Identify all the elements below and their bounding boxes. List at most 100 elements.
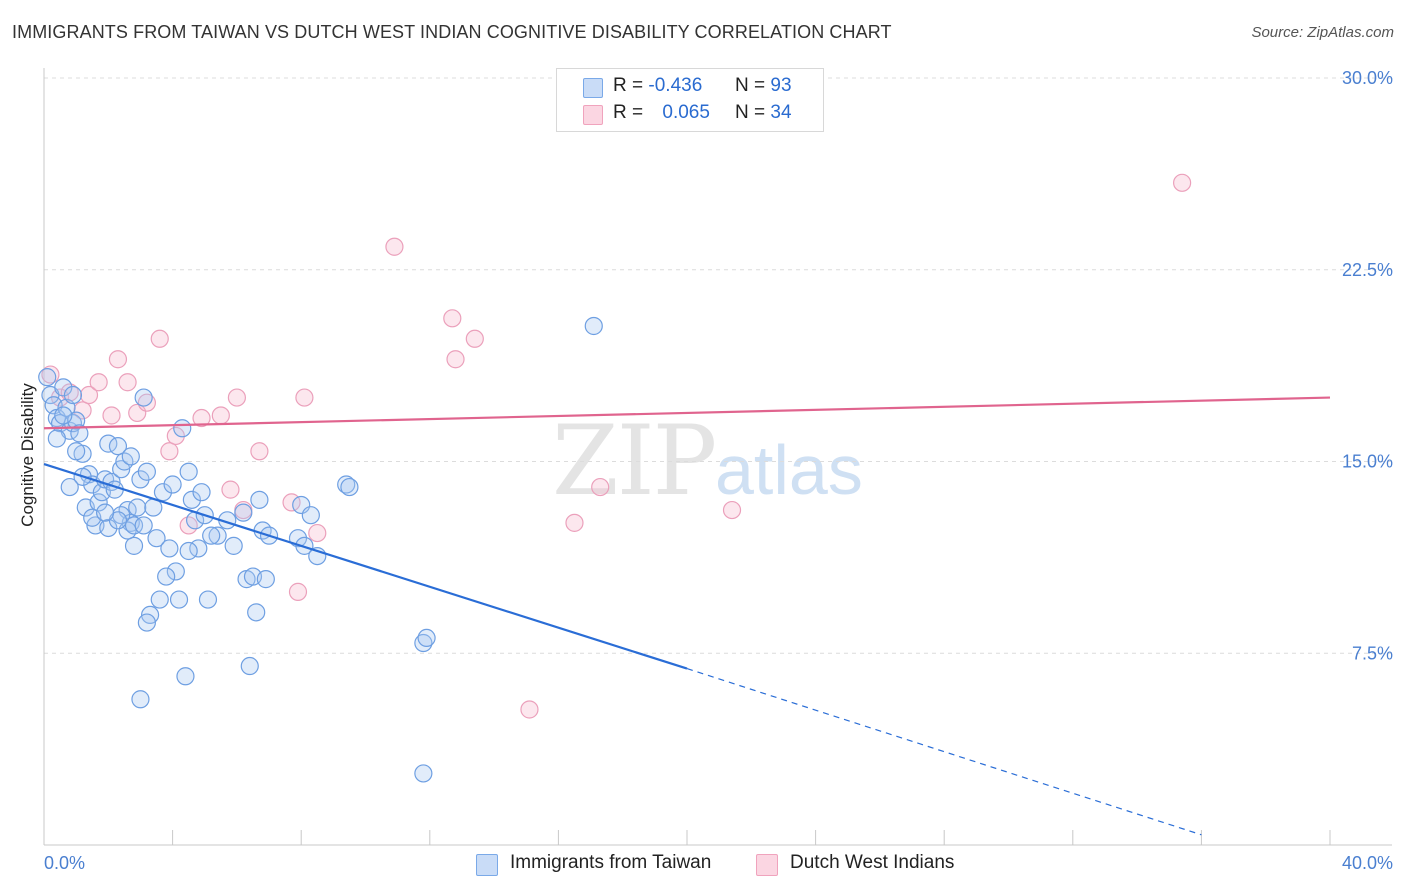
source-label: Source: ZipAtlas.com	[1251, 24, 1394, 41]
data-point-taiwan	[173, 419, 192, 438]
data-point-taiwan	[250, 490, 269, 509]
data-point-dutch	[89, 373, 108, 392]
data-point-taiwan	[169, 590, 189, 609]
data-point-taiwan	[124, 516, 144, 535]
legend-swatch-dutch	[583, 105, 603, 125]
data-point-taiwan	[202, 526, 221, 545]
data-point-dutch	[211, 406, 230, 425]
trend-line-dutch	[43, 396, 1331, 430]
data-point-taiwan	[60, 477, 79, 497]
legend-r-value: 0.065	[662, 102, 710, 123]
legend-swatch-taiwan	[583, 78, 603, 98]
x-tick-label: 0.0%	[44, 853, 85, 873]
data-point-dutch	[288, 582, 308, 601]
data-point-dutch	[465, 329, 484, 348]
data-point-taiwan	[147, 529, 166, 548]
data-point-dutch	[565, 513, 584, 532]
data-point-taiwan	[166, 562, 185, 581]
data-point-dutch	[160, 442, 179, 461]
tick-labels: 7.5% 15.0% 22.5% 30.0% 0.0% 40.0%	[44, 68, 1393, 873]
data-point-dutch	[722, 500, 742, 520]
legend-n-taiwan: N = 93	[735, 75, 792, 97]
data-point-taiwan	[134, 388, 153, 407]
data-point-taiwan	[128, 498, 147, 517]
y-tick-label: 7.5%	[1352, 643, 1393, 663]
data-point-dutch	[385, 237, 404, 256]
data-point-dutch	[250, 442, 269, 461]
bottom-legend-label-dutch: Dutch West Indians	[790, 852, 955, 873]
data-point-taiwan	[54, 406, 73, 425]
data-point-taiwan	[124, 536, 144, 555]
legend-r-taiwan: R = -0.436	[613, 75, 702, 97]
data-point-dutch	[150, 329, 169, 348]
data-point-taiwan	[182, 490, 201, 509]
legend-n-label: N =	[735, 75, 766, 96]
data-point-dutch	[443, 309, 462, 328]
data-point-taiwan	[137, 462, 156, 481]
legend: R = -0.436 N = 93 R = 0.065 N = 34	[556, 68, 824, 132]
data-point-taiwan	[38, 368, 57, 387]
data-point-taiwan	[192, 483, 211, 502]
data-point-taiwan	[108, 437, 128, 456]
legend-r-label: R =	[613, 75, 644, 96]
data-point-dutch	[41, 365, 60, 384]
data-point-taiwan	[414, 764, 433, 783]
data-point-taiwan	[179, 541, 198, 561]
data-point-taiwan	[337, 475, 356, 494]
y-tick-label: 22.5%	[1342, 260, 1393, 280]
legend-r-dutch: R = 0.065	[613, 102, 710, 124]
series-dutch-points	[41, 173, 1192, 719]
data-point-dutch	[137, 393, 156, 412]
data-point-taiwan	[157, 567, 176, 586]
data-point-taiwan	[301, 506, 320, 525]
data-point-dutch	[591, 477, 610, 497]
legend-n-value: 34	[770, 102, 792, 123]
trend-line-taiwan	[43, 463, 688, 670]
data-point-taiwan	[240, 656, 259, 676]
data-point-dutch	[520, 700, 539, 719]
data-point-taiwan	[340, 477, 359, 497]
data-point-taiwan	[208, 526, 227, 545]
data-point-taiwan	[176, 667, 195, 686]
data-point-taiwan	[63, 385, 83, 405]
watermark-zip: ZIP	[552, 405, 717, 517]
data-point-taiwan	[121, 447, 140, 466]
data-point-taiwan	[247, 603, 266, 622]
grid-lines	[44, 77, 1392, 654]
data-point-taiwan	[95, 503, 115, 522]
data-point-dutch	[192, 408, 211, 428]
legend-r-label: R =	[613, 102, 644, 123]
watermark-atlas: atlas	[715, 431, 863, 509]
data-point-taiwan	[584, 316, 603, 336]
data-point-dutch	[108, 350, 128, 369]
chart-title: IMMIGRANTS FROM TAIWAN VS DUTCH WEST IND…	[12, 22, 892, 42]
data-point-taiwan	[417, 628, 436, 648]
data-point-dutch	[308, 523, 327, 543]
trend-lines	[43, 396, 1331, 836]
data-point-dutch	[118, 373, 137, 392]
data-point-taiwan	[47, 429, 66, 448]
data-point-dutch	[102, 406, 121, 425]
axes	[43, 68, 1392, 846]
data-point-taiwan	[153, 483, 173, 502]
data-point-taiwan	[234, 503, 253, 522]
data-point-dutch	[295, 388, 314, 407]
data-point-taiwan	[163, 475, 182, 494]
bottom-legend-swatch-dutch	[756, 854, 778, 876]
series-taiwan-points	[38, 316, 603, 783]
y-tick-label: 15.0%	[1342, 452, 1393, 472]
bottom-legend-label-taiwan: Immigrants from Taiwan	[510, 852, 712, 873]
data-point-taiwan	[137, 613, 156, 632]
y-tick-label: 30.0%	[1342, 68, 1393, 88]
data-point-taiwan	[179, 462, 198, 481]
x-tick-label: 40.0%	[1342, 853, 1393, 873]
legend-r-value: -0.436	[648, 75, 703, 96]
data-point-taiwan	[99, 518, 118, 538]
data-point-dutch	[1173, 173, 1192, 192]
data-point-dutch	[227, 388, 246, 407]
data-point-taiwan	[198, 590, 218, 609]
data-point-taiwan	[150, 590, 169, 609]
data-point-taiwan	[89, 493, 108, 512]
data-point-taiwan	[224, 536, 243, 555]
bottom-legend-swatch-taiwan	[476, 854, 498, 876]
